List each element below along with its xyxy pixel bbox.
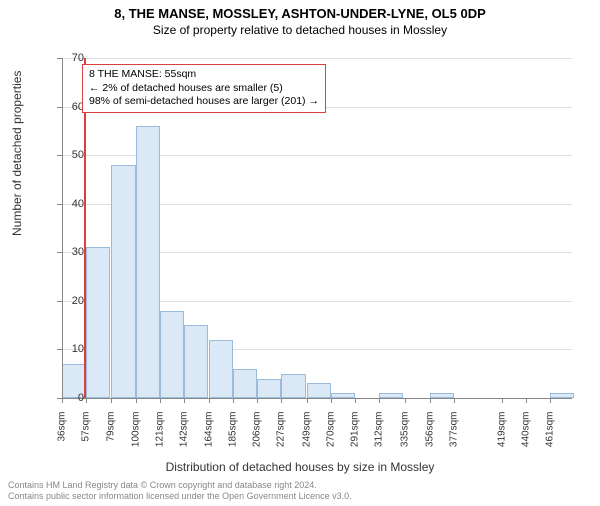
x-tick-label: 249sqm: [301, 412, 312, 462]
x-tick-mark: [281, 398, 282, 403]
histogram-bar: [281, 374, 305, 398]
chart-title-main: 8, THE MANSE, MOSSLEY, ASHTON-UNDER-LYNE…: [0, 6, 600, 21]
x-tick-label: 440sqm: [521, 412, 532, 462]
x-tick-mark: [257, 398, 258, 403]
x-tick-mark: [307, 398, 308, 403]
x-axis-line: [62, 398, 572, 399]
x-tick-label: 419sqm: [496, 412, 507, 462]
info-box: 8 THE MANSE: 55sqm ← 2% of detached hous…: [82, 64, 326, 113]
x-tick-mark: [355, 398, 356, 403]
histogram-bar: [184, 325, 208, 398]
x-tick-label: 164sqm: [204, 412, 215, 462]
x-tick-mark: [209, 398, 210, 403]
x-tick-label: 227sqm: [276, 412, 287, 462]
x-tick-mark: [379, 398, 380, 403]
x-tick-label: 312sqm: [374, 412, 385, 462]
histogram-bar: [233, 369, 257, 398]
x-tick-mark: [233, 398, 234, 403]
x-tick-label: 270sqm: [325, 412, 336, 462]
x-tick-label: 206sqm: [252, 412, 263, 462]
histogram-bar: [111, 165, 135, 398]
x-tick-mark: [405, 398, 406, 403]
histogram-bar: [257, 379, 281, 398]
y-axis-label: Number of detached properties: [10, 71, 24, 236]
grid-line: [62, 58, 572, 59]
histogram-bar: [136, 126, 160, 398]
x-tick-mark: [160, 398, 161, 403]
chart-title-sub: Size of property relative to detached ho…: [0, 23, 600, 37]
x-tick-mark: [136, 398, 137, 403]
y-tick-label: 60: [54, 101, 84, 113]
x-tick-mark: [454, 398, 455, 403]
x-tick-mark: [331, 398, 332, 403]
x-tick-mark: [526, 398, 527, 403]
x-tick-label: 291sqm: [349, 412, 360, 462]
x-tick-mark: [86, 398, 87, 403]
y-tick-label: 30: [54, 246, 84, 258]
info-line-1: 8 THE MANSE: 55sqm: [89, 68, 319, 82]
x-tick-label: 121sqm: [154, 412, 165, 462]
histogram-bar: [160, 311, 184, 398]
y-tick-label: 10: [54, 343, 84, 355]
x-axis-label: Distribution of detached houses by size …: [0, 460, 600, 474]
x-tick-label: 142sqm: [178, 412, 189, 462]
x-tick-label: 356sqm: [424, 412, 435, 462]
x-tick-mark: [502, 398, 503, 403]
histogram-bar: [86, 247, 110, 398]
x-tick-mark: [430, 398, 431, 403]
x-tick-label: 36sqm: [57, 412, 68, 462]
x-tick-mark: [111, 398, 112, 403]
footer-line-2: Contains public sector information licen…: [8, 491, 352, 502]
x-tick-label: 377sqm: [448, 412, 459, 462]
y-tick-label: 40: [54, 198, 84, 210]
x-tick-label: 335sqm: [400, 412, 411, 462]
x-tick-label: 79sqm: [106, 412, 117, 462]
y-tick-label: 20: [54, 295, 84, 307]
y-tick-label: 50: [54, 149, 84, 161]
x-tick-label: 461sqm: [545, 412, 556, 462]
info-line-3: 98% of semi-detached houses are larger (…: [89, 95, 319, 109]
footer-line-1: Contains HM Land Registry data © Crown c…: [8, 480, 352, 491]
x-tick-label: 57sqm: [81, 412, 92, 462]
y-tick-label: 70: [54, 52, 84, 64]
x-tick-mark: [184, 398, 185, 403]
x-tick-label: 100sqm: [130, 412, 141, 462]
x-tick-mark: [550, 398, 551, 403]
info-line-2: ← 2% of detached houses are smaller (5): [89, 82, 319, 96]
footer: Contains HM Land Registry data © Crown c…: [8, 480, 352, 502]
y-tick-label: 0: [54, 392, 84, 404]
histogram-bar: [209, 340, 233, 398]
x-tick-label: 185sqm: [228, 412, 239, 462]
histogram-bar: [307, 383, 331, 398]
